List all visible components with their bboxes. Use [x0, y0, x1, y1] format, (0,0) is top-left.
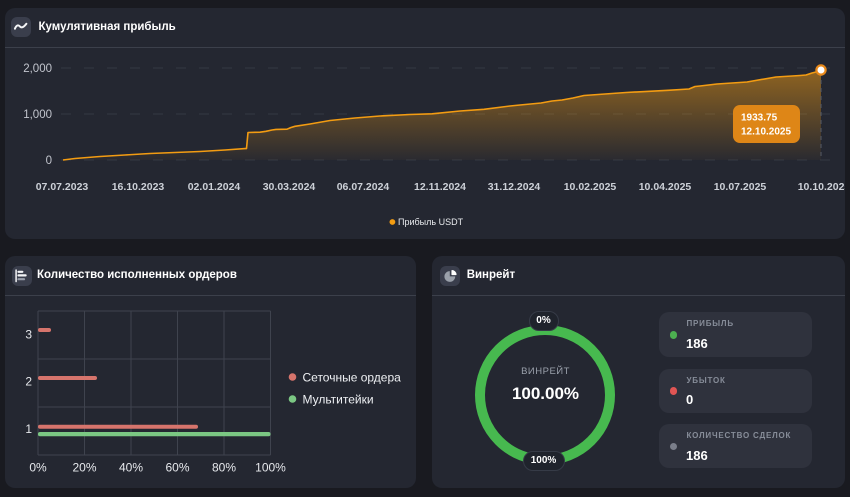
svg-text:2: 2: [25, 375, 32, 389]
svg-text:20%: 20%: [72, 461, 96, 475]
svg-text:1: 1: [25, 422, 32, 436]
svg-text:1933.75: 1933.75: [741, 113, 778, 124]
svg-text:2,000: 2,000: [23, 63, 52, 75]
svg-text:10.02.2025: 10.02.2025: [564, 181, 617, 193]
svg-text:12.10.2025: 12.10.2025: [741, 127, 791, 138]
svg-text:02.01.2024: 02.01.2024: [188, 181, 241, 193]
svg-text:10.07.2025: 10.07.2025: [714, 181, 767, 193]
svg-text:12.11.2024: 12.11.2024: [414, 181, 466, 193]
svg-text:31.12.2024: 31.12.2024: [488, 181, 541, 193]
svg-text:100%: 100%: [255, 461, 286, 475]
svg-text:30.03.2024: 30.03.2024: [263, 181, 316, 193]
svg-text:80%: 80%: [212, 461, 236, 475]
svg-text:3: 3: [25, 328, 32, 342]
svg-text:1,000: 1,000: [23, 109, 52, 121]
svg-text:0%: 0%: [29, 461, 47, 475]
svg-text:07.07.2023: 07.07.2023: [36, 181, 89, 193]
svg-text:06.07.2024: 06.07.2024: [337, 181, 390, 193]
svg-text:Сеточные ордера: Сеточные ордера: [303, 371, 402, 385]
svg-text:10.10.2025: 10.10.2025: [798, 181, 845, 193]
svg-text:Прибыль USDT: Прибыль USDT: [398, 217, 464, 227]
svg-text:10.04.2025: 10.04.2025: [639, 181, 692, 193]
svg-text:60%: 60%: [165, 461, 189, 475]
svg-text:0: 0: [46, 155, 52, 167]
svg-text:40%: 40%: [119, 461, 143, 475]
svg-text:Мультитейки: Мультитейки: [303, 393, 374, 407]
svg-text:16.10.2023: 16.10.2023: [112, 181, 165, 193]
